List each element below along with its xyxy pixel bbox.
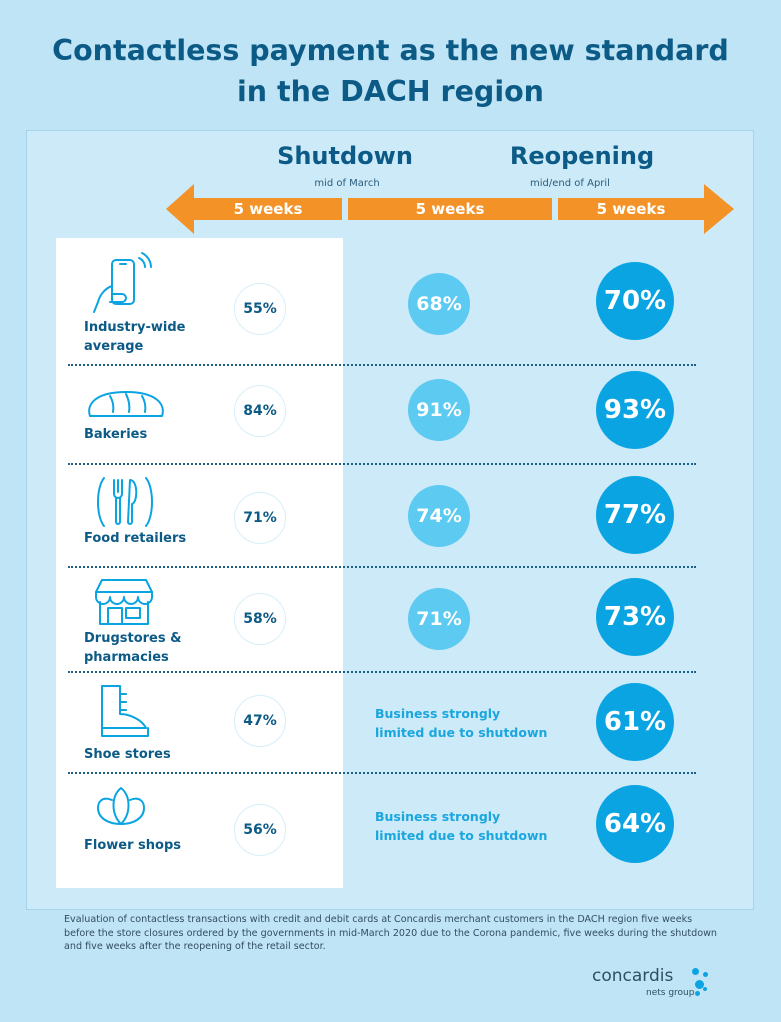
during-value: 91% <box>408 379 470 441</box>
timeline-segment-shutdown: 5 weeks <box>348 198 552 220</box>
timeline-segment-before: 5 weeks <box>194 198 342 220</box>
row-divider <box>68 772 696 774</box>
row-divider <box>68 364 696 366</box>
logo-name: concardis <box>592 966 674 986</box>
before-value: 56% <box>234 804 286 856</box>
during-value: 68% <box>408 273 470 335</box>
after-value: 64% <box>596 785 674 863</box>
before-value: 71% <box>234 492 286 544</box>
title-line-1: Contactless payment as the new standard <box>52 34 729 67</box>
after-value: 70% <box>596 262 674 340</box>
during-value: 74% <box>408 485 470 547</box>
arrow-right-icon <box>704 184 734 234</box>
shutdown-note: Business strongly limited due to shutdow… <box>375 809 548 843</box>
during-value: 71% <box>408 588 470 650</box>
title-line-2: in the DACH region <box>237 75 544 108</box>
before-value: 47% <box>234 695 286 747</box>
after-value: 73% <box>596 578 674 656</box>
after-value: 61% <box>596 683 674 761</box>
bread-icon <box>88 391 164 417</box>
footnote: Evaluation of contactless transactions w… <box>64 914 718 952</box>
page-title: Contactless payment as the new standard … <box>0 30 781 112</box>
logo-sub: nets group <box>646 988 695 998</box>
timeline-segment-reopening: 5 weeks <box>558 198 704 220</box>
cutlery-icon <box>97 477 153 527</box>
store-icon <box>95 579 153 625</box>
row-label-shoes: Shoe stores <box>84 747 171 762</box>
before-value: 55% <box>234 283 286 335</box>
row-label-industry: Industry-wide average <box>84 320 186 354</box>
row-label-flowers: Flower shops <box>84 838 181 853</box>
row-divider <box>68 671 696 673</box>
category-column <box>56 238 343 888</box>
after-value: 77% <box>596 476 674 554</box>
shutdown-note: Business strongly limited due to shutdow… <box>375 706 548 740</box>
after-value: 93% <box>596 371 674 449</box>
row-label-bakeries: Bakeries <box>84 427 148 442</box>
row-label-food: Food retailers <box>84 531 187 546</box>
flower-icon <box>97 787 145 825</box>
row-divider <box>68 566 696 568</box>
phone-payment-icon <box>93 252 152 313</box>
phase-reopening-label: Reopening <box>509 142 655 170</box>
boot-icon <box>101 685 149 737</box>
before-value: 58% <box>234 593 286 645</box>
arrow-left-icon <box>166 184 194 234</box>
row-divider <box>68 463 696 465</box>
phase-shutdown-sub: mid of March <box>314 178 380 189</box>
phase-reopening-sub: mid/end of April <box>530 178 610 189</box>
row-label-drugstores: Drugstores & pharmacies <box>84 631 182 665</box>
phase-shutdown-label: Shutdown <box>277 142 413 170</box>
before-value: 84% <box>234 385 286 437</box>
